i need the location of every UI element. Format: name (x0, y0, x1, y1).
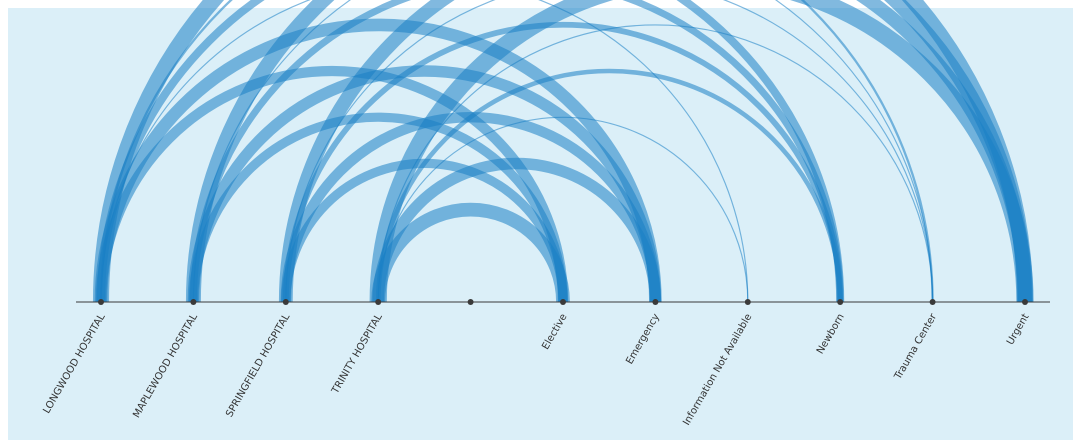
node-label-newborn: Newborn (815, 312, 847, 356)
arc-trinity-emergency (372, 157, 662, 303)
arc-layer (92, 0, 1034, 303)
node-label-elective: Elective (540, 312, 569, 352)
node-info_na (744, 299, 751, 305)
node-trinity (375, 299, 382, 305)
arc-longwood-newborn (96, 0, 845, 303)
node-newborn (837, 299, 844, 305)
arc-longwood-emergency (94, 18, 662, 303)
arc-maplewood-emergency (187, 65, 662, 303)
label-layer: LONGWOOD HOSPITAL MAPLEWOOD HOSPITAL SPRIN… (41, 311, 1031, 427)
node-label-maplewood: MAPLEWOOD HOSPITAL (131, 312, 200, 420)
arc-trinity-info_na (377, 116, 749, 303)
node-label-info_na: Information Not Available (681, 312, 754, 428)
node-longwood (98, 299, 104, 305)
node-label-trinity: TRINITY HOSPITAL (330, 312, 385, 397)
node-springfield (282, 299, 289, 305)
node-layer (98, 299, 1028, 305)
arc-trinity-urgent (369, 0, 1034, 303)
node-emergency (652, 299, 659, 305)
node-blank (467, 299, 474, 305)
node-elective (560, 299, 566, 305)
arc-springfield-newborn (282, 22, 844, 303)
node-maplewood (190, 299, 197, 305)
arc-maplewood-newborn (189, 0, 844, 303)
node-label-springfield: SPRINGFIELD HOSPITAL (224, 312, 292, 420)
node-trauma (929, 299, 936, 305)
node-urgent (1022, 299, 1028, 305)
node-label-urgent: Urgent (1005, 312, 1032, 347)
node-label-emergency: Emergency (624, 312, 662, 366)
node-label-trauma: Trauma Center (892, 311, 939, 382)
node-label-longwood: LONGWOOD HOSPITAL (41, 312, 107, 416)
arc-longwood-info_na (100, 0, 749, 303)
